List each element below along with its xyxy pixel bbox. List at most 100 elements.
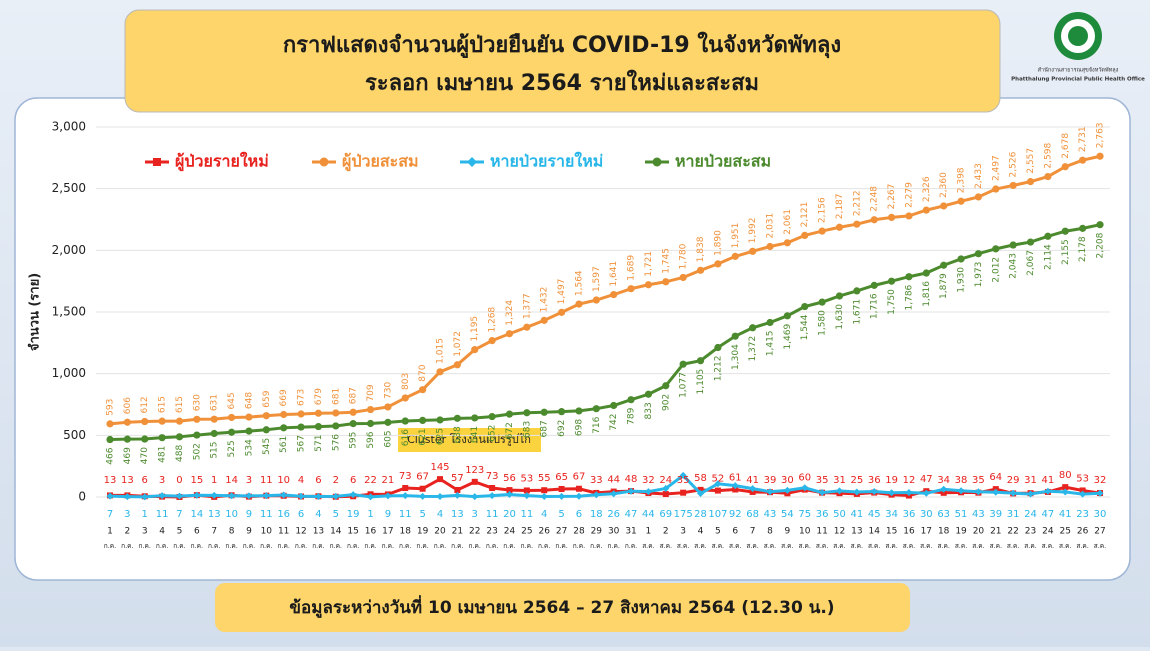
data-label: 742 — [609, 413, 619, 430]
legend-label: หายป่วยสะสม — [675, 152, 771, 171]
x-tick-label: 16 — [365, 527, 377, 537]
data-label: 32 — [1094, 475, 1107, 486]
data-label: 2,061 — [783, 209, 793, 235]
x-month-label: ก.ค. — [590, 542, 602, 550]
data-label: 11 — [399, 509, 412, 520]
marker — [314, 493, 322, 501]
marker — [297, 423, 305, 431]
marker — [1079, 156, 1087, 164]
data-label: 7 — [107, 509, 113, 520]
marker — [210, 429, 218, 438]
x-tick-label: 8 — [229, 527, 235, 537]
data-label: 1,786 — [904, 284, 914, 310]
marker — [905, 273, 913, 281]
data-label: 2,012 — [991, 257, 1001, 283]
data-label: 612 — [140, 396, 150, 413]
marker — [818, 227, 826, 235]
data-label: 596 — [366, 431, 376, 448]
data-label: 2,360 — [939, 172, 949, 198]
marker — [505, 330, 514, 338]
marker — [818, 489, 826, 497]
marker — [575, 300, 583, 308]
marker — [575, 492, 583, 500]
data-label: 593 — [106, 399, 116, 416]
x-month-label: ก.ค. — [191, 542, 203, 550]
marker — [541, 487, 548, 494]
marker — [540, 316, 548, 324]
marker — [801, 484, 809, 492]
data-label: 20 — [503, 509, 516, 520]
x-month-label: ส.ค. — [1059, 542, 1071, 550]
marker — [193, 431, 201, 439]
x-tick-label: 19 — [417, 527, 429, 537]
data-label: 595 — [349, 432, 359, 449]
data-label: 1,992 — [748, 218, 758, 244]
marker — [540, 493, 548, 501]
data-label: 26 — [607, 509, 620, 520]
x-month-label: ก.ค. — [434, 542, 446, 550]
x-tick-label: 13 — [313, 527, 324, 537]
marker — [644, 488, 652, 496]
marker — [1079, 224, 1087, 232]
marker — [1096, 489, 1104, 497]
data-label: 525 — [227, 440, 237, 457]
marker — [888, 489, 896, 497]
data-label: 31 — [1024, 475, 1037, 486]
marker — [940, 202, 948, 210]
data-label: 43 — [764, 509, 777, 520]
data-label: 33 — [590, 475, 603, 486]
data-label: 6 — [350, 475, 356, 486]
x-tick-label: 22 — [1007, 527, 1018, 537]
data-label: 481 — [158, 446, 168, 463]
marker — [696, 266, 705, 274]
marker — [384, 403, 392, 411]
marker — [210, 415, 218, 423]
data-label: 68 — [746, 509, 759, 520]
y-axis-label: จำนวน (ราย) — [27, 273, 43, 351]
x-tick-label: 26 — [1077, 527, 1089, 537]
marker — [627, 487, 635, 495]
data-label: 6 — [142, 475, 148, 486]
x-tick-label: 3 — [142, 527, 148, 537]
marker — [662, 382, 670, 390]
marker — [905, 489, 913, 497]
data-label: 107 — [708, 509, 727, 520]
data-label: 56 — [503, 473, 516, 484]
data-label: 1,268 — [488, 307, 498, 333]
marker — [332, 492, 340, 500]
data-label: 1,973 — [974, 262, 984, 288]
x-month-label: ส.ค. — [694, 542, 706, 550]
data-label: 5 — [333, 509, 339, 520]
x-tick-label: 31 — [625, 527, 636, 537]
data-label: 3 — [124, 509, 130, 520]
data-label: 1,212 — [713, 356, 723, 382]
data-label: 45 — [868, 509, 881, 520]
marker — [818, 298, 826, 306]
x-tick-label: 20 — [434, 527, 446, 537]
marker — [210, 491, 218, 499]
marker — [1026, 238, 1035, 246]
marker — [262, 426, 270, 434]
marker — [419, 485, 426, 492]
data-label: 669 — [279, 389, 289, 406]
data-label: 13 — [121, 475, 134, 486]
x-month-label: ส.ค. — [868, 542, 880, 550]
x-tick-label: 15 — [347, 527, 358, 537]
x-month-label: ส.ค. — [764, 542, 776, 550]
marker — [402, 484, 409, 491]
data-label: 44 — [607, 475, 620, 486]
x-month-label: ส.ค. — [990, 542, 1002, 550]
data-label: 7 — [176, 509, 182, 520]
y-tick-label: 2,000 — [52, 243, 86, 257]
x-tick-label: 7 — [750, 527, 756, 537]
data-label: 52 — [712, 474, 725, 485]
marker — [835, 292, 844, 300]
marker — [175, 492, 183, 500]
marker — [297, 410, 305, 418]
legend-label: หายป่วยรายใหม่ — [490, 152, 603, 171]
x-month-label: ก.ค. — [312, 542, 324, 550]
marker — [627, 285, 635, 293]
data-label: 2,155 — [1061, 239, 1071, 265]
marker — [1026, 178, 1035, 186]
